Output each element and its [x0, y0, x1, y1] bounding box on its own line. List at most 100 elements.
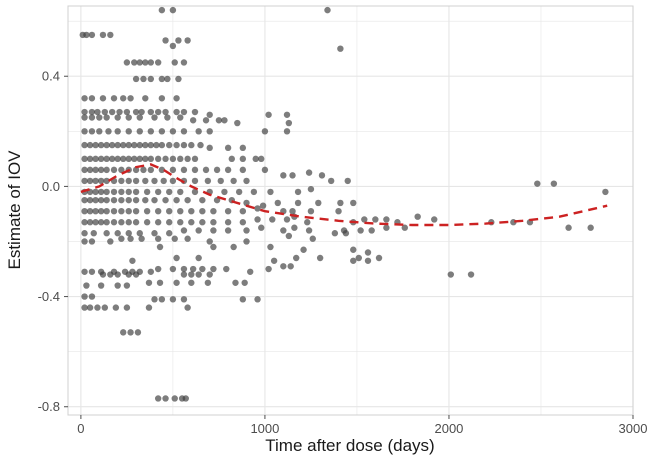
- data-point: [86, 196, 94, 204]
- data-point: [120, 155, 127, 163]
- data-point: [125, 128, 132, 135]
- data-point: [103, 196, 110, 204]
- data-point: [81, 141, 88, 149]
- data-point: [267, 188, 274, 196]
- data-point: [125, 207, 132, 215]
- data-point: [125, 188, 132, 196]
- data-point: [127, 95, 134, 102]
- data-point: [173, 95, 180, 102]
- data-point: [81, 268, 88, 275]
- data-point: [103, 207, 110, 215]
- data-point: [177, 219, 184, 226]
- data-point: [213, 166, 221, 174]
- data-point: [154, 219, 162, 226]
- data-point: [103, 141, 110, 149]
- data-point: [147, 108, 155, 116]
- data-point: [171, 235, 178, 242]
- data-point: [195, 271, 202, 278]
- data-point: [158, 296, 166, 303]
- data-point: [99, 271, 107, 278]
- data-point: [199, 196, 206, 204]
- x-axis-title: Time after dose (days): [265, 436, 434, 455]
- data-point: [108, 141, 116, 149]
- data-point: [125, 219, 132, 226]
- data-point: [252, 155, 259, 163]
- data-point: [136, 230, 143, 237]
- data-point: [151, 230, 158, 237]
- data-point: [154, 395, 162, 402]
- data-point: [228, 155, 235, 163]
- data-point: [206, 111, 213, 118]
- data-point: [184, 235, 191, 242]
- data-point: [180, 296, 188, 303]
- data-point: [304, 219, 311, 226]
- data-point: [166, 219, 173, 226]
- data-point: [307, 185, 315, 193]
- data-point: [224, 144, 232, 152]
- data-point: [142, 177, 149, 185]
- data-point: [287, 263, 294, 270]
- data-point: [158, 166, 166, 174]
- data-point: [114, 141, 121, 149]
- data-point: [180, 59, 188, 66]
- data-point: [191, 155, 199, 163]
- data-point: [164, 114, 171, 121]
- data-point: [164, 75, 171, 83]
- data-point: [239, 166, 247, 174]
- data-point: [173, 141, 180, 149]
- data-point: [180, 227, 188, 234]
- data-point: [239, 296, 247, 303]
- data-point: [81, 108, 88, 116]
- data-point: [224, 219, 232, 226]
- data-point: [180, 128, 188, 135]
- data-point: [173, 254, 180, 262]
- data-point: [86, 219, 94, 226]
- data-point: [154, 265, 162, 273]
- data-point: [156, 279, 164, 286]
- data-point: [171, 59, 178, 66]
- data-point: [132, 177, 140, 185]
- data-point: [88, 31, 96, 39]
- data-point: [280, 172, 287, 179]
- data-point: [86, 207, 94, 215]
- data-point: [88, 95, 96, 102]
- data-point: [125, 114, 132, 121]
- data-point: [136, 128, 143, 135]
- data-point: [162, 108, 169, 116]
- data-point: [166, 188, 173, 196]
- data-point: [189, 117, 197, 124]
- data-point: [81, 304, 88, 311]
- data-point: [92, 166, 99, 174]
- data-point: [383, 216, 390, 223]
- data-point: [92, 188, 99, 196]
- data-point: [112, 304, 120, 311]
- data-point: [171, 395, 178, 402]
- data-point: [114, 114, 121, 121]
- data-point: [101, 108, 109, 116]
- data-point: [97, 155, 105, 163]
- data-point: [259, 202, 267, 209]
- data-point: [151, 296, 158, 303]
- data-point: [350, 257, 357, 264]
- data-point: [147, 166, 155, 174]
- data-point: [224, 207, 232, 215]
- data-point: [327, 177, 335, 185]
- data-point: [294, 199, 302, 207]
- data-point: [267, 243, 274, 251]
- data-point: [132, 219, 140, 226]
- data-point: [565, 224, 572, 231]
- data-point: [132, 271, 140, 278]
- data-point: [191, 166, 199, 174]
- data-point: [335, 207, 342, 215]
- data-point: [154, 108, 162, 116]
- data-point: [118, 177, 125, 185]
- data-point: [243, 177, 250, 185]
- data-point: [120, 95, 127, 102]
- data-point: [215, 117, 223, 124]
- data-point: [160, 177, 167, 185]
- data-point: [195, 128, 202, 135]
- data-point: [289, 172, 296, 179]
- data-point: [145, 279, 153, 286]
- x-tick-label: 3000: [619, 421, 647, 436]
- data-point: [305, 169, 313, 176]
